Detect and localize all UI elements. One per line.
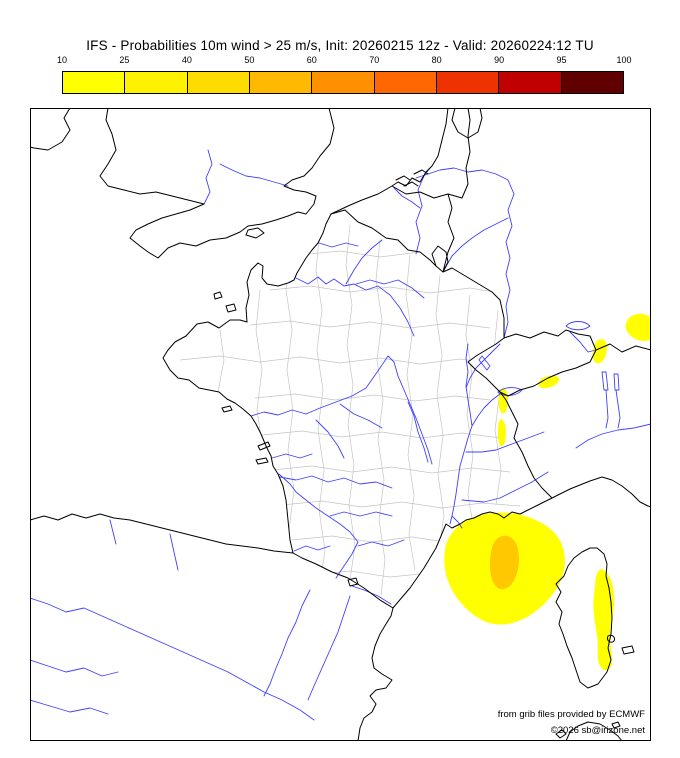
coastline-italy-liguria [551, 476, 651, 508]
wind-probability-core-mediterranean [489, 535, 519, 590]
rivers-rhine-meuse [393, 167, 515, 339]
border-italy-north [595, 343, 651, 353]
colorbar-cell [561, 72, 623, 93]
wind-probability-spot-alps-b [592, 339, 608, 364]
alpine-lakes [478, 321, 620, 396]
wind-probability-spot-alps-a [538, 375, 559, 389]
wind-probability-areas [444, 313, 651, 671]
colorbar-tick-label: 90 [494, 55, 505, 65]
map [30, 108, 651, 741]
coastline-spain-mediterranean [357, 607, 394, 741]
coastlines-and-borders [30, 108, 651, 741]
isle-of-wight [245, 227, 265, 239]
wind-probability-streaks-jura [498, 388, 508, 447]
wind-probability-area-corsica-east [593, 569, 615, 671]
islands-atlantic [221, 405, 271, 465]
coastline-corsica [555, 547, 613, 689]
rivers-italy [569, 331, 651, 449]
colorbar-cell [125, 72, 188, 93]
colorbar-tick-label: 100 [616, 55, 632, 65]
coastline-sardinia [555, 721, 623, 741]
colorbar-cell [436, 72, 500, 93]
coastline-netherlands [330, 108, 483, 215]
map-frame [30, 108, 651, 741]
border-andorra [347, 577, 359, 587]
colorbar-cell [374, 72, 437, 93]
colorbar-tick-label: 80 [431, 55, 442, 65]
colorbar-cell [499, 72, 562, 93]
map-svg [30, 108, 651, 741]
colorbar-tick-label: 60 [306, 55, 317, 65]
border-benelux-germany [391, 108, 471, 273]
colorbar-tick-label: 25 [119, 55, 130, 65]
colorbar-cell [249, 72, 313, 93]
rivers-france [250, 239, 549, 605]
coastline-britain [99, 108, 335, 259]
wind-probability-spot-alps-c [625, 313, 651, 342]
rivers-britain [203, 149, 289, 205]
islands-tuscany [607, 634, 635, 655]
coastline-ireland [30, 108, 71, 151]
border-france [162, 209, 553, 609]
islands-channel [213, 291, 237, 313]
colorbar-cell [187, 72, 250, 93]
coastline-spain-north [30, 513, 294, 554]
colorbar-tick-label: 40 [181, 55, 192, 65]
rivers [30, 149, 651, 721]
department-boundaries [179, 224, 521, 596]
colorbar-tick-label: 70 [369, 55, 380, 65]
colorbar-labels: 10 25 40 50 60 70 80 90 95 100 [57, 55, 632, 67]
page-title: IFS - Probabilities 10m wind > 25 m/s, I… [86, 38, 594, 53]
colorbar-cell [63, 72, 126, 93]
colorbar-cell [312, 72, 375, 93]
credit-copyright: ©2026 sb@irizone.net [550, 725, 645, 736]
credit-source: from grib files provided by ECMWF [497, 709, 645, 720]
colorbar [62, 71, 624, 94]
colorbar-tick-label: 95 [556, 55, 567, 65]
colorbar-tick-label: 10 [56, 55, 68, 65]
colorbar-tick-label: 50 [244, 55, 255, 65]
rivers-spain [30, 519, 351, 721]
